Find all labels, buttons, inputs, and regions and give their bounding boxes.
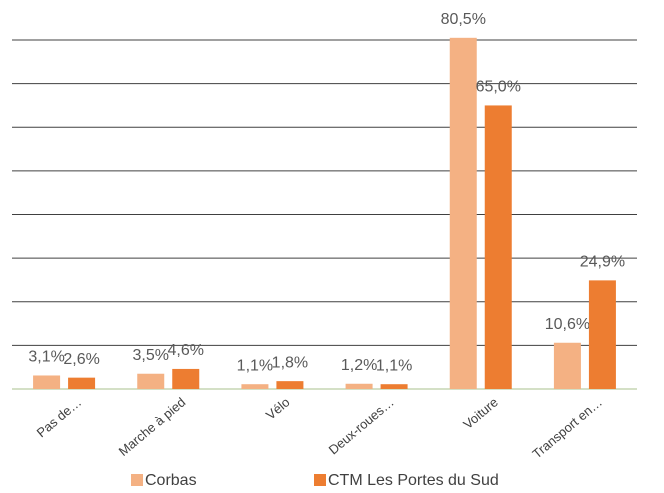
bar bbox=[33, 375, 61, 389]
bar bbox=[345, 383, 373, 389]
value-label: 3,1% bbox=[28, 349, 64, 366]
bar bbox=[588, 280, 616, 389]
x-tick-label: Vélo bbox=[263, 394, 293, 422]
bar bbox=[137, 373, 165, 389]
legend-label: CTM Les Portes du Sud bbox=[328, 472, 499, 489]
value-label: 1,2% bbox=[341, 357, 377, 374]
value-label: 1,1% bbox=[376, 357, 412, 374]
bar bbox=[172, 368, 200, 389]
bar bbox=[380, 384, 408, 389]
x-tick-label: Deux-roues… bbox=[326, 394, 397, 457]
bar bbox=[276, 381, 304, 389]
bar bbox=[449, 37, 477, 389]
value-label: 10,6% bbox=[545, 316, 590, 333]
legend-swatch bbox=[314, 474, 326, 486]
bar bbox=[241, 384, 269, 389]
x-tick-label: Transport en… bbox=[529, 394, 605, 461]
value-label: 3,5% bbox=[133, 347, 169, 364]
x-tick-label: Voiture bbox=[460, 394, 501, 432]
value-label: 4,6% bbox=[168, 342, 204, 359]
bar bbox=[484, 105, 512, 389]
value-label: 2,6% bbox=[63, 351, 99, 368]
x-tick-label: Marche à pied bbox=[116, 394, 189, 458]
value-label: 1,8% bbox=[272, 354, 308, 371]
legend-swatch bbox=[131, 474, 143, 486]
x-tick-label: Pas de… bbox=[34, 394, 85, 440]
value-label: 24,9% bbox=[580, 254, 625, 271]
value-label: 1,1% bbox=[237, 357, 273, 374]
bar bbox=[68, 377, 96, 389]
bar bbox=[553, 342, 581, 389]
legend-label: Corbas bbox=[145, 472, 197, 489]
value-label: 80,5% bbox=[441, 11, 486, 28]
value-label: 65,0% bbox=[476, 79, 521, 96]
